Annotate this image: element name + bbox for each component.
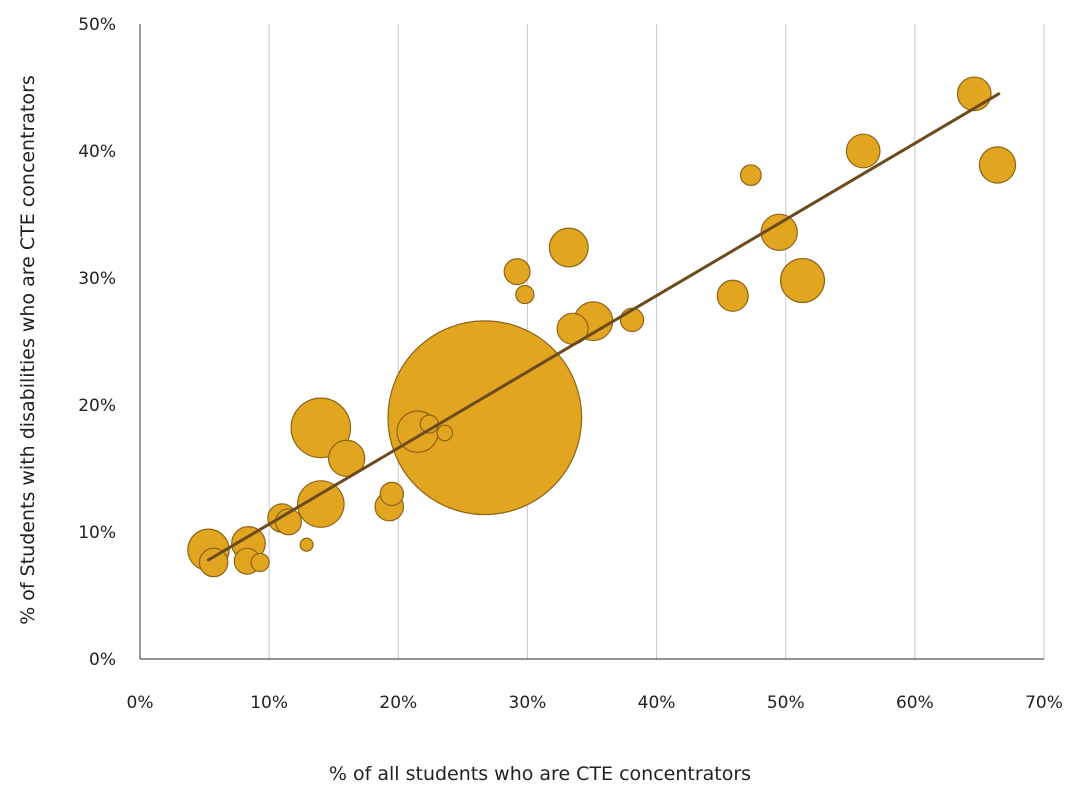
y-tick-label: 10% [78,523,116,543]
data-bubble [379,481,405,507]
data-bubble [327,439,366,478]
data-bubble [250,552,270,573]
data-bubble [845,133,881,169]
y-tick-labels: 0% 10% 20% 30% 40% 50% [78,15,116,670]
data-bubble [436,424,454,442]
x-tick-label: 60% [896,693,934,713]
y-tick-label: 50% [78,15,116,35]
data-bubble [716,279,749,312]
y-tick-label: 30% [78,269,116,289]
trendline-group [206,92,1001,562]
x-tick-label: 10% [250,693,288,713]
x-axis-title: % of all students who are CTE concentrat… [329,763,751,785]
trendline [206,92,1001,562]
x-tick-labels: 0% 10% 20% 30% 40% 50% 60% 70% [127,693,1063,713]
y-tick-label: 20% [78,396,116,416]
y-tick-label: 40% [78,142,116,162]
x-tick-label: 70% [1025,693,1063,713]
x-tick-label: 30% [509,693,547,713]
data-bubble [956,76,992,112]
data-bubble [503,258,531,286]
data-bubble [779,257,826,304]
data-bubble [739,164,762,187]
x-tick-label: 50% [767,693,805,713]
x-tick-label: 0% [127,693,154,713]
grid-lines [268,24,1045,659]
x-tick-label: 20% [379,693,417,713]
data-bubble [299,537,314,552]
data-bubble [290,397,352,459]
x-tick-label: 40% [638,693,676,713]
data-bubble [548,227,589,268]
data-bubble [515,284,535,305]
axes [139,24,1044,660]
data-bubble [198,547,229,578]
data-bubble [978,146,1017,184]
y-axis-title: % of Students with disabilities who are … [17,75,39,625]
data-bubble [296,480,345,528]
y-tick-label: 0% [89,650,116,670]
